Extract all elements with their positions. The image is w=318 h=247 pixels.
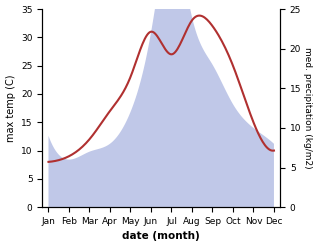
Y-axis label: max temp (C): max temp (C) (5, 74, 16, 142)
X-axis label: date (month): date (month) (122, 231, 200, 242)
Y-axis label: med. precipitation (kg/m2): med. precipitation (kg/m2) (303, 47, 313, 169)
